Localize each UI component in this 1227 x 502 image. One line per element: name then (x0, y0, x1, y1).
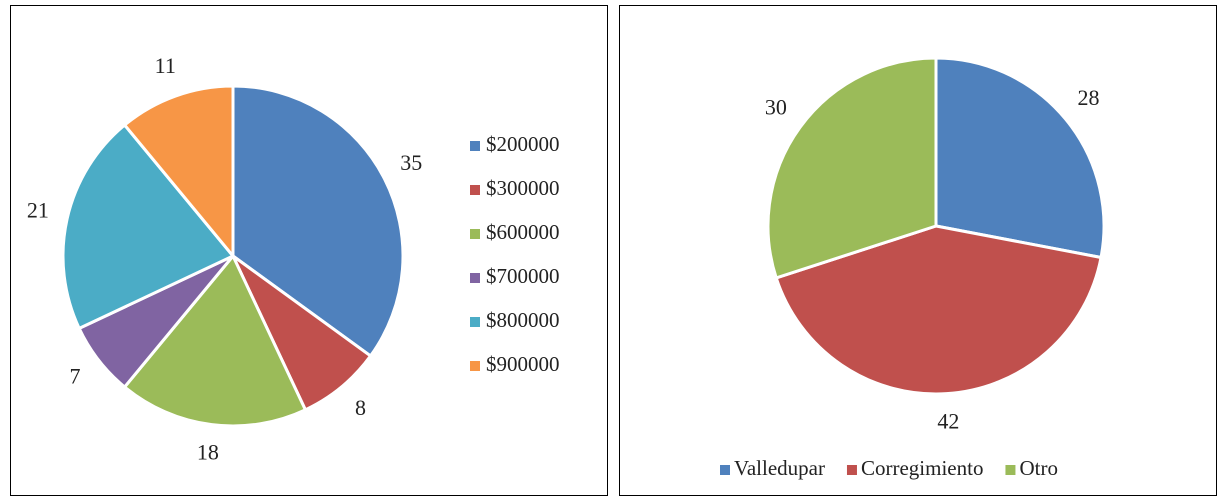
data-label: 7 (69, 364, 80, 389)
legend-swatch (720, 465, 730, 475)
data-label: 35 (400, 150, 422, 175)
data-label: 18 (197, 439, 219, 464)
data-label: 21 (27, 197, 49, 222)
legend-swatch (470, 317, 480, 327)
data-label: 28 (1078, 85, 1100, 110)
legend-label: Otro (1019, 456, 1058, 480)
pie-slice (231, 84, 405, 359)
legend-label: $600000 (486, 220, 560, 244)
data-label: 11 (155, 53, 176, 78)
data-label: 30 (765, 95, 787, 120)
legend-label: $700000 (486, 264, 560, 288)
pie-slice (774, 224, 1103, 396)
pie-slice (934, 56, 1106, 260)
legend-label: Valledupar (734, 456, 825, 480)
pie-slice (122, 253, 308, 428)
legend-swatch (470, 185, 480, 195)
legend-swatch (846, 465, 857, 475)
pie-slice (122, 84, 235, 261)
legend-label: $200000 (486, 132, 560, 156)
legend-swatch (470, 141, 480, 151)
legend-swatch (470, 361, 480, 371)
legend-swatch (1005, 465, 1016, 475)
data-label: 42 (937, 409, 959, 434)
pie-slice (766, 56, 938, 280)
legend-swatch (470, 273, 480, 283)
legend-label: $900000 (486, 352, 560, 376)
legend-label: $300000 (486, 176, 560, 200)
legend-label: $800000 (486, 308, 560, 332)
pie-slice (61, 122, 236, 331)
data-label: 8 (355, 395, 366, 420)
legend-swatch (470, 229, 480, 239)
legend-label: Corregimiento (861, 456, 983, 480)
